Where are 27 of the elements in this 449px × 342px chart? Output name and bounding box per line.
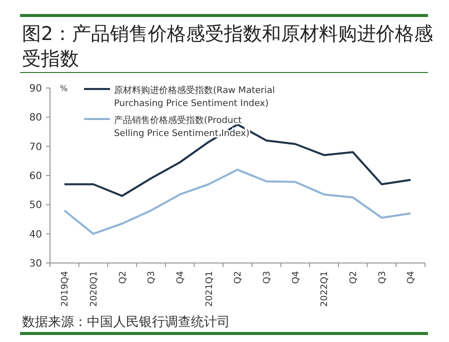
legend-label: 原材料购进价格感受指数(Raw Material Purchasing Price Sentiment Index) [114,85,275,109]
x-tick-label: Q4 [406,270,417,284]
legend-label: 产品销售价格感受指数(Product Selling Price Sentiment Index) [114,115,250,139]
x-tick-label: Q2 [349,271,360,284]
x-tick-label: Q2 [234,271,244,284]
chart-title: 图2：产品销售价格感受指数和原材料购进价格感受指数 [22,23,434,70]
x-tick-label: 2022Q1 [320,271,330,307]
x-tick-label: Q4 [291,270,302,284]
y-tick-label: 50 [29,200,42,212]
source-note: 数据来源：中国人民银行调查统计司 [22,315,230,330]
y-axis-title: % [60,84,68,93]
x-tick-label: 2021Q1 [204,271,215,307]
x-tick-label: Q3 [378,271,388,284]
x-tick-label: Q2 [118,271,128,284]
x-tick-label: 2019Q4 [60,270,71,307]
y-tick-label: 30 [29,258,42,270]
y-tick-label: 80 [29,112,42,124]
y-tick-label: 90 [29,84,42,94]
y-tick-label: 40 [29,229,42,240]
x-tick-label: Q4 [176,270,186,284]
line-series [63,168,412,235]
x-tick-label: 2020Q1 [89,271,100,307]
line-series [63,123,412,197]
x-tick-label: Q3 [147,271,158,284]
x-tick-label: Q3 [262,271,272,284]
y-tick-label: 70 [29,142,42,153]
y-tick-label: 60 [29,171,42,182]
